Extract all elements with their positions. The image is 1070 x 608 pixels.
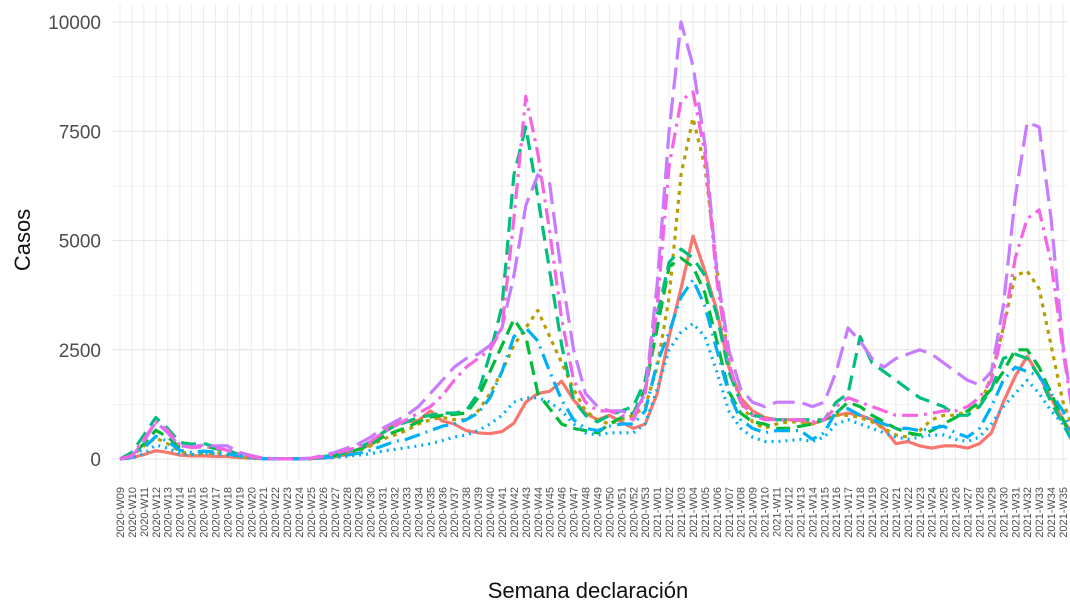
y-tick-label: 10000: [48, 13, 101, 34]
x-tick-label: 2020-W22: [270, 487, 282, 538]
x-tick-label: 2021-W08: [736, 487, 748, 538]
x-tick-label: 2020-W32: [390, 487, 402, 538]
x-tick-label: 2020-W45: [545, 487, 557, 538]
x-tick-label: 2020-W42: [509, 487, 521, 538]
y-axis-tick-labels: 0 2500 5000 7500 10000: [48, 13, 101, 471]
x-tick-label: 2020-W18: [222, 487, 234, 538]
x-tick-label: 2021-W11: [772, 487, 784, 537]
x-tick-label: 2021-W02: [664, 487, 676, 538]
x-tick-label: 2021-W19: [867, 487, 879, 538]
x-tick-label: 2021-W01: [652, 487, 664, 538]
x-tick-label: 2020-W14: [175, 487, 187, 538]
x-tick-label: 2020-W41: [497, 487, 509, 538]
x-tick-label: 2021-W23: [915, 487, 927, 538]
x-axis-title: Semana declaración: [488, 578, 689, 603]
x-tick-label: 2020-W37: [449, 487, 461, 538]
x-tick-label: 2020-W34: [413, 487, 425, 538]
x-tick-label: 2021-W24: [927, 487, 939, 538]
x-tick-label: 2020-W53: [640, 487, 652, 538]
x-tick-label: 2021-W28: [974, 487, 986, 538]
x-tick-label: 2020-W23: [282, 487, 294, 538]
x-tick-label: 2021-W32: [1022, 487, 1034, 538]
x-tick-label: 2020-W11: [139, 487, 151, 537]
x-tick-label: 2020-W17: [210, 487, 222, 538]
x-tick-label: 2020-W15: [187, 487, 199, 538]
x-tick-label: 2020-W10: [127, 487, 139, 538]
x-tick-label: 2020-W16: [199, 487, 211, 538]
x-tick-label: 2021-W33: [1034, 487, 1046, 538]
series-lines: [119, 20, 1070, 461]
x-tick-label: 2020-W39: [473, 487, 485, 538]
x-tick-label: 2020-W48: [581, 487, 593, 538]
x-tick-label: 2020-W51: [616, 487, 628, 538]
x-tick-label: 2020-W24: [294, 487, 306, 538]
x-tick-label: 2021-W06: [712, 487, 724, 538]
x-tick-label: 2021-W03: [676, 487, 688, 538]
y-tick-label: 0: [90, 450, 101, 471]
x-tick-label: 2020-W47: [569, 487, 581, 538]
x-tick-label: 2021-W07: [724, 487, 736, 538]
x-tick-label: 2020-W43: [521, 487, 533, 538]
x-tick-label: 2020-W33: [401, 487, 413, 538]
x-tick-label: 2021-W27: [963, 487, 975, 538]
x-tick-label: 2020-W35: [425, 487, 437, 538]
series-line-5: [119, 278, 1070, 461]
x-tick-label: 2021-W22: [903, 487, 915, 538]
x-tick-label: 2021-W21: [891, 487, 903, 538]
x-tick-label: 2021-W29: [986, 487, 998, 538]
x-tick-label: 2021-W16: [831, 487, 843, 538]
x-tick-label: 2020-W31: [378, 487, 390, 538]
x-tick-label: 2020-W19: [234, 487, 246, 538]
x-tick-label: 2020-W12: [151, 487, 163, 538]
x-tick-label: 2020-W20: [246, 487, 258, 538]
x-tick-label: 2021-W20: [879, 487, 891, 538]
x-tick-label: 2021-W25: [939, 487, 951, 538]
series-line-6: [119, 321, 1070, 461]
x-tick-label: 2021-W14: [807, 487, 819, 538]
x-tick-label: 2021-W10: [760, 487, 772, 538]
x-tick-label: 2020-W27: [330, 487, 342, 538]
y-tick-label: 7500: [59, 122, 101, 143]
series-line-2: [119, 116, 1070, 461]
x-tick-label: 2021-W18: [855, 487, 867, 538]
x-tick-label: 2020-W52: [628, 487, 640, 538]
x-tick-label: 2020-W40: [485, 487, 497, 538]
x-tick-label: 2020-W38: [461, 487, 473, 538]
x-tick-label: 2020-W26: [318, 487, 330, 538]
y-tick-label: 2500: [59, 341, 101, 362]
major-gridlines: [112, 5, 1067, 480]
x-axis-tick-labels: 2020-W09 2020-W10 2020-W11 2020-W12 2020-W13…: [115, 487, 1070, 538]
x-tick-label: 2021-W12: [783, 487, 795, 538]
x-tick-label: 2021-W26: [951, 487, 963, 538]
x-tick-label: 2020-W25: [306, 487, 318, 538]
x-tick-label: 2021-W15: [819, 487, 831, 538]
y-axis-title: Casos: [10, 209, 35, 271]
x-tick-label: 2020-W13: [163, 487, 175, 538]
y-tick-label: 5000: [59, 232, 101, 253]
x-tick-label: 2020-W09: [115, 487, 127, 538]
x-tick-label: 2021-W17: [843, 487, 855, 538]
x-tick-label: 2020-W44: [533, 487, 545, 538]
x-tick-label: 2021-W31: [1010, 487, 1022, 538]
x-tick-label: 2020-W36: [437, 487, 449, 538]
x-tick-label: 2020-W28: [342, 487, 354, 538]
x-tick-label: 2020-W21: [258, 487, 270, 538]
x-tick-label: 2020-W46: [557, 487, 569, 538]
x-tick-label: 2020-W49: [592, 487, 604, 538]
x-tick-label: 2021-W13: [795, 487, 807, 538]
x-tick-label: 2020-W30: [366, 487, 378, 538]
x-tick-label: 2020-W29: [354, 487, 366, 538]
x-tick-label: 2021-W30: [998, 487, 1010, 538]
x-tick-label: 2020-W50: [604, 487, 616, 538]
x-tick-label: 2021-W04: [688, 487, 700, 538]
series-line-8: [119, 90, 1070, 461]
x-tick-label: 2021-W05: [700, 487, 712, 538]
x-tick-label: 2021-W34: [1046, 487, 1058, 538]
x-tick-label: 2021-W35: [1058, 487, 1070, 538]
x-tick-label: 2021-W09: [748, 487, 760, 538]
